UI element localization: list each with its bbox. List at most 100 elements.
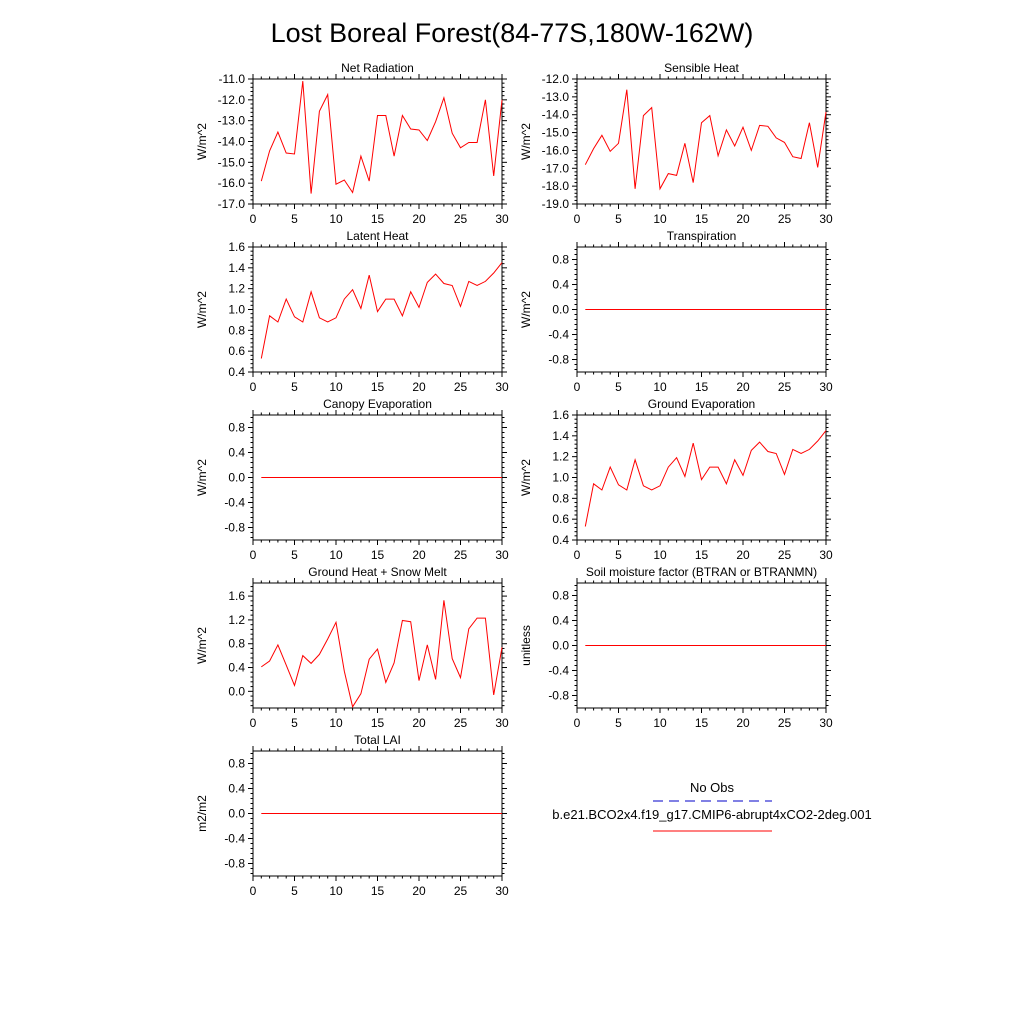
x-tick-label: 15 bbox=[695, 380, 709, 394]
y-tick-label: -18.0 bbox=[542, 179, 570, 193]
x-tick-label: 20 bbox=[412, 380, 426, 394]
x-tick-label: 5 bbox=[615, 380, 622, 394]
x-tick-label: 25 bbox=[454, 212, 468, 226]
y-tick-label: -12.0 bbox=[542, 72, 570, 86]
y-tick-label: -17.0 bbox=[218, 197, 246, 211]
x-tick-label: 0 bbox=[250, 884, 257, 898]
y-tick-label: 1.6 bbox=[552, 408, 569, 422]
x-tick-label: 0 bbox=[574, 716, 581, 730]
x-tick-label: 5 bbox=[291, 548, 298, 562]
y-tick-label: -16.0 bbox=[218, 176, 246, 190]
series-line bbox=[261, 600, 503, 709]
figure-title: Lost Boreal Forest(84-77S,180W-162W) bbox=[271, 18, 754, 48]
y-tick-label: 1.2 bbox=[228, 282, 245, 296]
y-tick-label: 0.8 bbox=[228, 323, 245, 337]
chart-panel: Ground Evaporation 0 5 10 15 20 25 30 0.4 0.6 0.8 1… bbox=[519, 397, 833, 562]
y-axis-label: m2/m2 bbox=[195, 795, 209, 832]
chart-panel: Net Radiation 0 5 10 15 20 25 30 -17.0 -16.0 -15.0… bbox=[195, 61, 509, 226]
x-tick-label: 10 bbox=[329, 380, 343, 394]
y-tick-label: -0.8 bbox=[548, 689, 569, 703]
chart-panel: Ground Heat + Snow Melt 0 5 10 15 20 25 30 0.0 0.… bbox=[195, 565, 509, 730]
y-tick-label: 1.0 bbox=[552, 471, 569, 485]
x-tick-label: 15 bbox=[371, 212, 385, 226]
x-tick-label: 10 bbox=[329, 884, 343, 898]
x-tick-label: 30 bbox=[495, 716, 509, 730]
x-tick-label: 15 bbox=[371, 884, 385, 898]
y-axis-label: W/m^2 bbox=[519, 459, 533, 496]
y-tick-label: 0.8 bbox=[552, 253, 569, 267]
y-tick-label: 1.6 bbox=[228, 240, 245, 254]
x-tick-label: 20 bbox=[412, 884, 426, 898]
y-axis-label: W/m^2 bbox=[519, 123, 533, 160]
x-tick-label: 25 bbox=[454, 380, 468, 394]
y-tick-label: -17.0 bbox=[542, 161, 570, 175]
x-tick-label: 15 bbox=[371, 380, 385, 394]
y-tick-label: 1.4 bbox=[552, 429, 569, 443]
x-tick-label: 5 bbox=[291, 380, 298, 394]
y-axis-label: W/m^2 bbox=[195, 123, 209, 160]
x-tick-label: 30 bbox=[819, 380, 833, 394]
y-axis-label: unitless bbox=[519, 625, 533, 666]
y-tick-label: -19.0 bbox=[542, 197, 570, 211]
y-tick-label: 0.4 bbox=[552, 533, 569, 547]
y-tick-label: 0.4 bbox=[552, 278, 569, 292]
x-tick-label: 30 bbox=[495, 548, 509, 562]
chart-panel: Soil moisture factor (BTRAN or BTRANMN) 0… bbox=[519, 565, 833, 730]
x-tick-label: 30 bbox=[819, 212, 833, 226]
x-tick-label: 20 bbox=[412, 212, 426, 226]
x-tick-label: 5 bbox=[291, 716, 298, 730]
x-tick-label: 0 bbox=[250, 380, 257, 394]
panel-grid: Net Radiation 0 5 10 15 20 25 30 -17.0 -16.0 -15.0… bbox=[195, 61, 833, 898]
x-tick-label: 20 bbox=[736, 380, 750, 394]
x-tick-label: 15 bbox=[695, 716, 709, 730]
y-tick-label: 0.0 bbox=[552, 303, 569, 317]
panel-title: Latent Heat bbox=[346, 229, 409, 243]
chart-panel: Latent Heat 0 5 10 15 20 25 30 0.4 0.6 0.8 1.0 1.2 1.… bbox=[195, 229, 509, 394]
y-tick-label: 0.8 bbox=[552, 589, 569, 603]
y-tick-label: -0.4 bbox=[224, 496, 245, 510]
x-tick-label: 0 bbox=[574, 212, 581, 226]
y-tick-label: -15.0 bbox=[542, 126, 570, 140]
y-axis-label: W/m^2 bbox=[519, 291, 533, 328]
y-tick-label: 0.8 bbox=[228, 421, 245, 435]
x-tick-label: 20 bbox=[412, 548, 426, 562]
legend: No Obs b.e21.BCO2x4.f19_g17.CMIP6-abrupt… bbox=[552, 780, 872, 832]
x-tick-label: 5 bbox=[615, 548, 622, 562]
x-tick-label: 30 bbox=[819, 716, 833, 730]
x-tick-label: 10 bbox=[653, 548, 667, 562]
y-tick-label: -0.4 bbox=[224, 832, 245, 846]
x-tick-label: 5 bbox=[291, 884, 298, 898]
y-axis-label: W/m^2 bbox=[195, 291, 209, 328]
y-tick-label: -11.0 bbox=[219, 72, 246, 86]
x-tick-label: 20 bbox=[736, 548, 750, 562]
y-tick-label: 0.4 bbox=[228, 365, 245, 379]
y-tick-label: -0.8 bbox=[224, 857, 245, 871]
x-tick-label: 10 bbox=[653, 716, 667, 730]
x-tick-label: 30 bbox=[495, 884, 509, 898]
series-line bbox=[260, 81, 503, 194]
x-tick-label: 25 bbox=[778, 212, 792, 226]
y-tick-label: 0.8 bbox=[228, 637, 245, 651]
x-tick-label: 25 bbox=[778, 380, 792, 394]
y-tick-label: 0.6 bbox=[228, 344, 245, 358]
legend-model-label: b.e21.BCO2x4.f19_g17.CMIP6-abrupt4xCO2-2… bbox=[552, 807, 871, 822]
x-tick-label: 30 bbox=[819, 548, 833, 562]
x-tick-label: 25 bbox=[778, 716, 792, 730]
y-tick-label: -0.8 bbox=[224, 521, 245, 535]
chart-panel: Transpiration 0 5 10 15 20 25 30 -0.8 -0.4 0.0 0.4 0… bbox=[519, 229, 833, 394]
x-tick-label: 25 bbox=[454, 884, 468, 898]
x-tick-label: 0 bbox=[250, 212, 257, 226]
panel-title: Sensible Heat bbox=[664, 61, 739, 75]
panel-title: Canopy Evaporation bbox=[323, 397, 432, 411]
x-tick-label: 10 bbox=[329, 212, 343, 226]
x-tick-label: 10 bbox=[329, 716, 343, 730]
y-tick-label: 0.0 bbox=[228, 807, 245, 821]
y-tick-label: 1.6 bbox=[228, 589, 245, 603]
y-tick-label: -14.0 bbox=[542, 108, 570, 122]
x-tick-label: 10 bbox=[329, 548, 343, 562]
panel-title: Transpiration bbox=[667, 229, 737, 243]
y-tick-label: -15.0 bbox=[218, 155, 246, 169]
panel-title: Ground Evaporation bbox=[648, 397, 755, 411]
